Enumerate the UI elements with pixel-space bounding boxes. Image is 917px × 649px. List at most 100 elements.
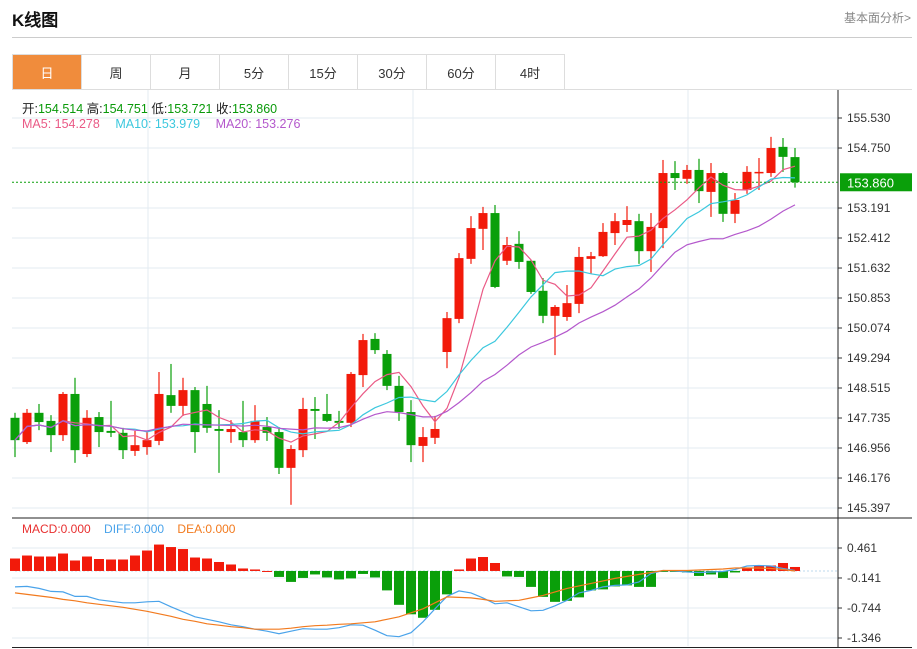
candle-body bbox=[70, 393, 80, 451]
macd-bar bbox=[262, 570, 272, 572]
candle-body bbox=[214, 428, 224, 431]
candle-body bbox=[766, 148, 776, 174]
ma-legend: MA5: 154.278 MA10: 153.979 MA20: 153.276 bbox=[22, 117, 300, 131]
candle-body bbox=[310, 408, 320, 411]
candle-body bbox=[394, 385, 404, 413]
candle-body bbox=[154, 393, 164, 441]
macd-bar bbox=[358, 570, 368, 574]
candle bbox=[46, 415, 56, 453]
candle bbox=[418, 427, 428, 463]
candle-body bbox=[790, 157, 800, 183]
candle-body bbox=[370, 338, 380, 351]
candle-body bbox=[82, 417, 92, 455]
macd-bar bbox=[310, 570, 320, 575]
candle-body bbox=[454, 258, 464, 319]
candle-body bbox=[58, 393, 68, 436]
candle-body bbox=[754, 171, 764, 174]
candle-body bbox=[94, 417, 104, 433]
candle bbox=[514, 231, 524, 269]
dea-legend-value: DEA:0.000 bbox=[177, 522, 236, 536]
candle bbox=[286, 445, 296, 505]
tab-4hour[interactable]: 4时 bbox=[496, 55, 565, 90]
macd-y-tick-label: -0.141 bbox=[847, 571, 881, 585]
macd-bar bbox=[322, 570, 332, 578]
macd-y-tick-label: -1.346 bbox=[847, 631, 881, 645]
candle-body bbox=[682, 169, 692, 179]
candle-body bbox=[562, 303, 572, 317]
candle-body bbox=[574, 256, 584, 304]
macd-bar bbox=[238, 568, 248, 571]
ma20-legend: MA20: 153.276 bbox=[215, 117, 301, 131]
macd-bar bbox=[742, 568, 752, 571]
candle-body bbox=[202, 403, 212, 428]
macd-bar bbox=[370, 570, 380, 578]
fundamental-analysis-link[interactable]: 基本面分析> bbox=[843, 11, 911, 25]
candle bbox=[70, 377, 80, 463]
y-tick-label: 147.735 bbox=[847, 411, 891, 425]
macd-bar bbox=[118, 559, 128, 571]
y-tick-label: 152.412 bbox=[847, 231, 891, 245]
candle-body bbox=[322, 413, 332, 421]
macd-bar bbox=[418, 570, 428, 618]
macd-bar bbox=[550, 570, 560, 602]
tab-60min[interactable]: 60分 bbox=[427, 55, 496, 90]
macd-bar bbox=[694, 570, 704, 576]
y-tick-label: 155.530 bbox=[847, 111, 891, 125]
candle bbox=[202, 385, 212, 433]
candle-body bbox=[190, 390, 200, 433]
current-price-label: 153.860 bbox=[847, 175, 894, 190]
candle bbox=[574, 246, 584, 314]
y-tick-label: 146.176 bbox=[847, 471, 891, 485]
ma5-legend: MA5: 154.278 bbox=[22, 117, 100, 131]
candle bbox=[166, 363, 176, 413]
macd-bar bbox=[226, 564, 236, 571]
macd-bar bbox=[454, 569, 464, 571]
tab-month[interactable]: 月 bbox=[151, 55, 220, 90]
y-tick-label: 151.632 bbox=[847, 261, 891, 275]
macd-bar bbox=[466, 558, 476, 571]
candle-body bbox=[646, 226, 656, 252]
tab-5min[interactable]: 5分 bbox=[220, 55, 289, 90]
macd-bar bbox=[394, 570, 404, 605]
macd-bar bbox=[634, 570, 644, 587]
candle bbox=[430, 415, 440, 444]
macd-bar bbox=[730, 570, 740, 573]
tab-30min[interactable]: 30分 bbox=[358, 55, 427, 90]
candle-body bbox=[226, 428, 236, 433]
ohlc-legend: 开:154.514 高:154.751 低:153.721 收:153.860 bbox=[22, 98, 277, 117]
macd-bar bbox=[502, 570, 512, 577]
macd-bar bbox=[334, 570, 344, 580]
macd-legend: MACD:0.000 DIFF:0.000 DEA:0.000 bbox=[22, 522, 235, 536]
candle-body bbox=[130, 445, 140, 451]
macd-bar bbox=[190, 557, 200, 571]
candle-body bbox=[166, 395, 176, 406]
y-tick-label: 150.853 bbox=[847, 291, 891, 305]
tab-week[interactable]: 周 bbox=[82, 55, 151, 90]
candle bbox=[214, 410, 224, 473]
macd-bar bbox=[646, 570, 656, 587]
candle bbox=[346, 372, 356, 428]
candle bbox=[298, 397, 308, 458]
candle-body bbox=[34, 412, 44, 423]
macd-bar bbox=[526, 570, 536, 587]
candle bbox=[466, 216, 476, 264]
candle bbox=[754, 158, 764, 190]
macd-bar bbox=[718, 570, 728, 578]
macd-legend-value: MACD:0.000 bbox=[22, 522, 91, 536]
candle-body bbox=[178, 390, 188, 406]
tab-day[interactable]: 日 bbox=[13, 55, 82, 90]
macd-bar bbox=[166, 547, 176, 571]
candle bbox=[130, 430, 140, 456]
y-tick-label: 154.750 bbox=[847, 141, 891, 155]
header-divider bbox=[12, 37, 912, 38]
tab-15min[interactable]: 15分 bbox=[289, 55, 358, 90]
macd-bar bbox=[130, 555, 140, 571]
candle bbox=[274, 427, 284, 475]
candle bbox=[190, 387, 200, 453]
candle bbox=[730, 193, 740, 224]
dea-line bbox=[14, 567, 796, 630]
macd-y-tick-label: 0.461 bbox=[847, 541, 877, 555]
candle-body bbox=[430, 428, 440, 438]
y-tick-label: 145.397 bbox=[847, 501, 891, 515]
